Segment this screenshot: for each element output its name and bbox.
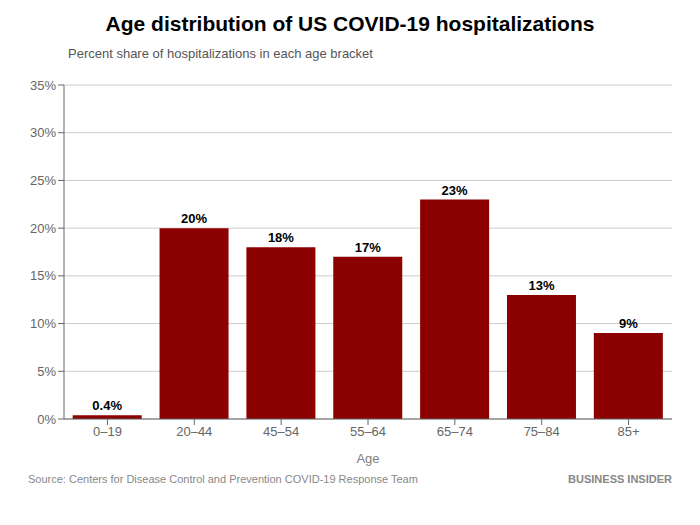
svg-text:20–44: 20–44 bbox=[176, 424, 212, 439]
svg-text:10%: 10% bbox=[30, 316, 56, 331]
svg-text:13%: 13% bbox=[528, 278, 554, 293]
svg-text:0%: 0% bbox=[37, 412, 56, 427]
html-text:Percent share of hospitalizati: Percent share of hospitalizations in eac… bbox=[68, 46, 373, 61]
html-text:Source: Centers for Disease Co: Source: Centers for Disease Control and … bbox=[28, 473, 418, 485]
svg-text:9%: 9% bbox=[619, 316, 638, 331]
svg-text:55–64: 55–64 bbox=[350, 424, 386, 439]
svg-text:15%: 15% bbox=[30, 268, 56, 283]
svg-text:Age: Age bbox=[356, 451, 379, 466]
svg-text:20%: 20% bbox=[30, 221, 56, 236]
html-text:BUSINESS INSIDER: BUSINESS INSIDER bbox=[568, 473, 672, 485]
svg-text:30%: 30% bbox=[30, 125, 56, 140]
svg-text:5%: 5% bbox=[37, 364, 56, 379]
html-text:Age distribution of US COVID-1: Age distribution of US COVID-19 hospital… bbox=[105, 12, 595, 35]
svg-text:35%: 35% bbox=[30, 78, 56, 93]
svg-text:17%: 17% bbox=[355, 240, 381, 255]
svg-text:45–54: 45–54 bbox=[263, 424, 299, 439]
svg-text:23%: 23% bbox=[442, 183, 468, 198]
svg-text:20%: 20% bbox=[181, 211, 207, 226]
svg-text:18%: 18% bbox=[268, 230, 294, 245]
svg-text:65–74: 65–74 bbox=[437, 424, 473, 439]
svg-text:0–19: 0–19 bbox=[93, 424, 122, 439]
svg-text:25%: 25% bbox=[30, 173, 56, 188]
svg-text:85+: 85+ bbox=[618, 424, 640, 439]
svg-text:75–84: 75–84 bbox=[524, 424, 560, 439]
svg-text:0.4%: 0.4% bbox=[92, 398, 122, 413]
